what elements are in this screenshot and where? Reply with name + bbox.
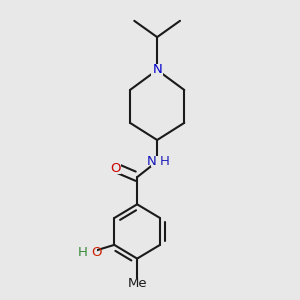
Bar <box>82 246 93 258</box>
Text: O: O <box>110 161 121 175</box>
Text: N: N <box>146 155 156 168</box>
Text: N: N <box>152 64 162 76</box>
Text: H: H <box>159 155 169 168</box>
Bar <box>86 246 97 258</box>
Bar <box>110 162 122 174</box>
Text: H: H <box>77 245 87 259</box>
Text: O: O <box>92 245 102 259</box>
Text: Me: Me <box>127 277 147 290</box>
Bar <box>151 156 162 167</box>
Bar <box>152 64 163 76</box>
Bar <box>129 278 146 290</box>
Bar <box>154 156 165 167</box>
